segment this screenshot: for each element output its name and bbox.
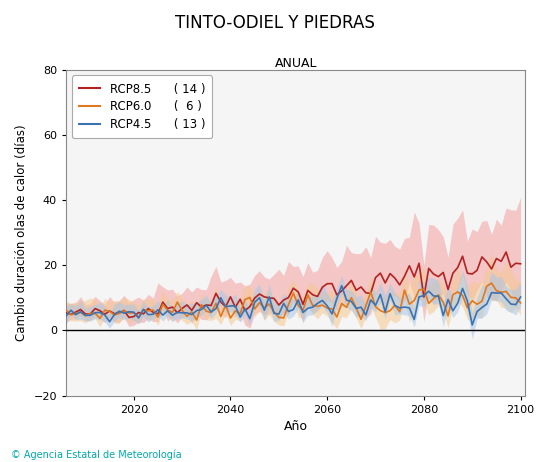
Legend: RCP8.5      ( 14 ), RCP6.0      (  6 ), RCP4.5      ( 13 ): RCP8.5 ( 14 ), RCP6.0 ( 6 ), RCP4.5 ( 13… xyxy=(72,75,212,138)
Y-axis label: Cambio duración olas de calor (días): Cambio duración olas de calor (días) xyxy=(15,124,28,341)
Text: TINTO-ODIEL Y PIEDRAS: TINTO-ODIEL Y PIEDRAS xyxy=(175,14,375,32)
Text: © Agencia Estatal de Meteorología: © Agencia Estatal de Meteorología xyxy=(11,449,182,460)
Title: ANUAL: ANUAL xyxy=(274,56,317,70)
X-axis label: Año: Año xyxy=(284,420,308,433)
